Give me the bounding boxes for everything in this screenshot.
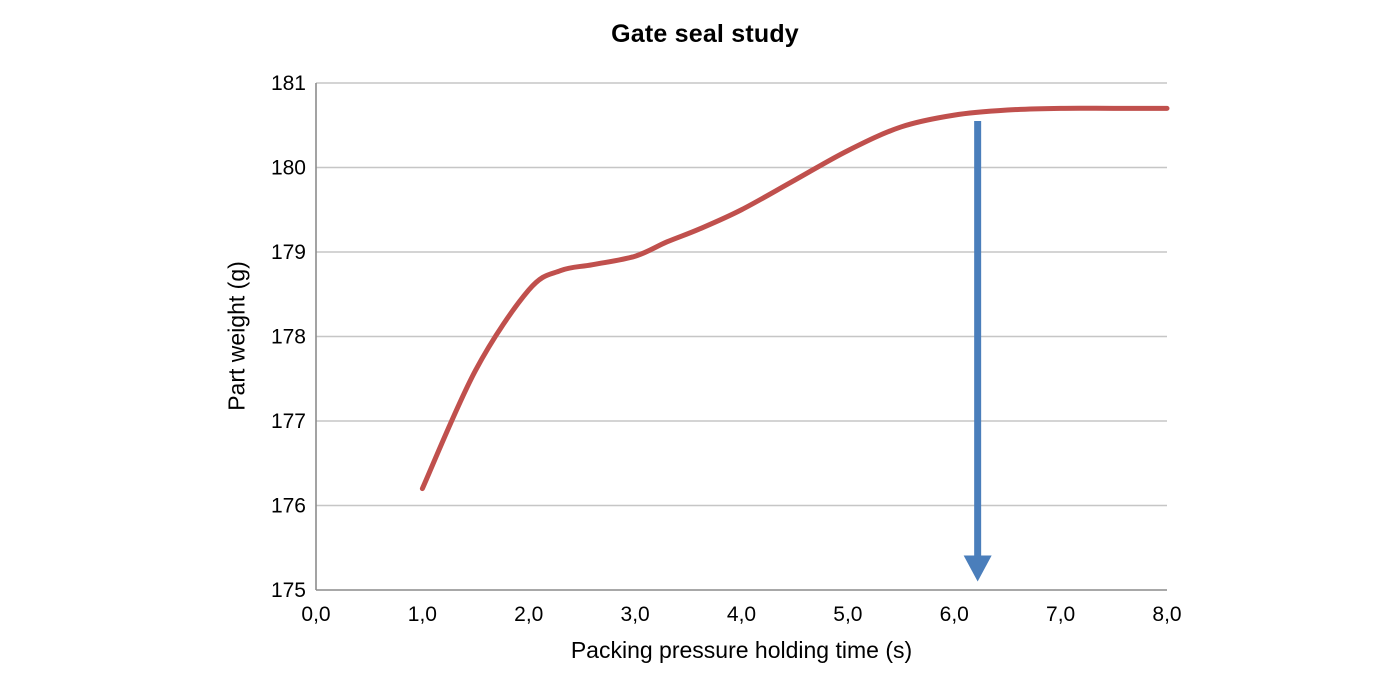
x-tick-label: 5,0 (833, 603, 862, 626)
y-tick-label: 181 (271, 72, 306, 95)
x-tick-label: 7,0 (1046, 603, 1075, 626)
y-tick-label: 179 (271, 241, 306, 264)
x-tick-label: 3,0 (621, 603, 650, 626)
chart-title: Gate seal study (611, 20, 799, 48)
x-tick-label: 0,0 (301, 603, 330, 626)
y-tick-label: 180 (271, 157, 306, 180)
x-tick-label: 6,0 (940, 603, 969, 626)
x-axis-title: Packing pressure holding time (s) (570, 637, 913, 663)
x-tick-label: 1,0 (408, 603, 437, 626)
y-tick-label: 178 (271, 326, 306, 349)
y-tick-label: 175 (271, 579, 306, 602)
x-tick-label: 8,0 (1152, 603, 1181, 626)
annotation-arrow-head (963, 555, 992, 582)
x-tick-label: 2,0 (514, 603, 543, 626)
y-tick-label: 176 (271, 495, 306, 518)
series-line (419, 105, 1170, 492)
x-tick-label: 4,0 (727, 603, 756, 626)
y-tick-label: 177 (271, 410, 306, 433)
